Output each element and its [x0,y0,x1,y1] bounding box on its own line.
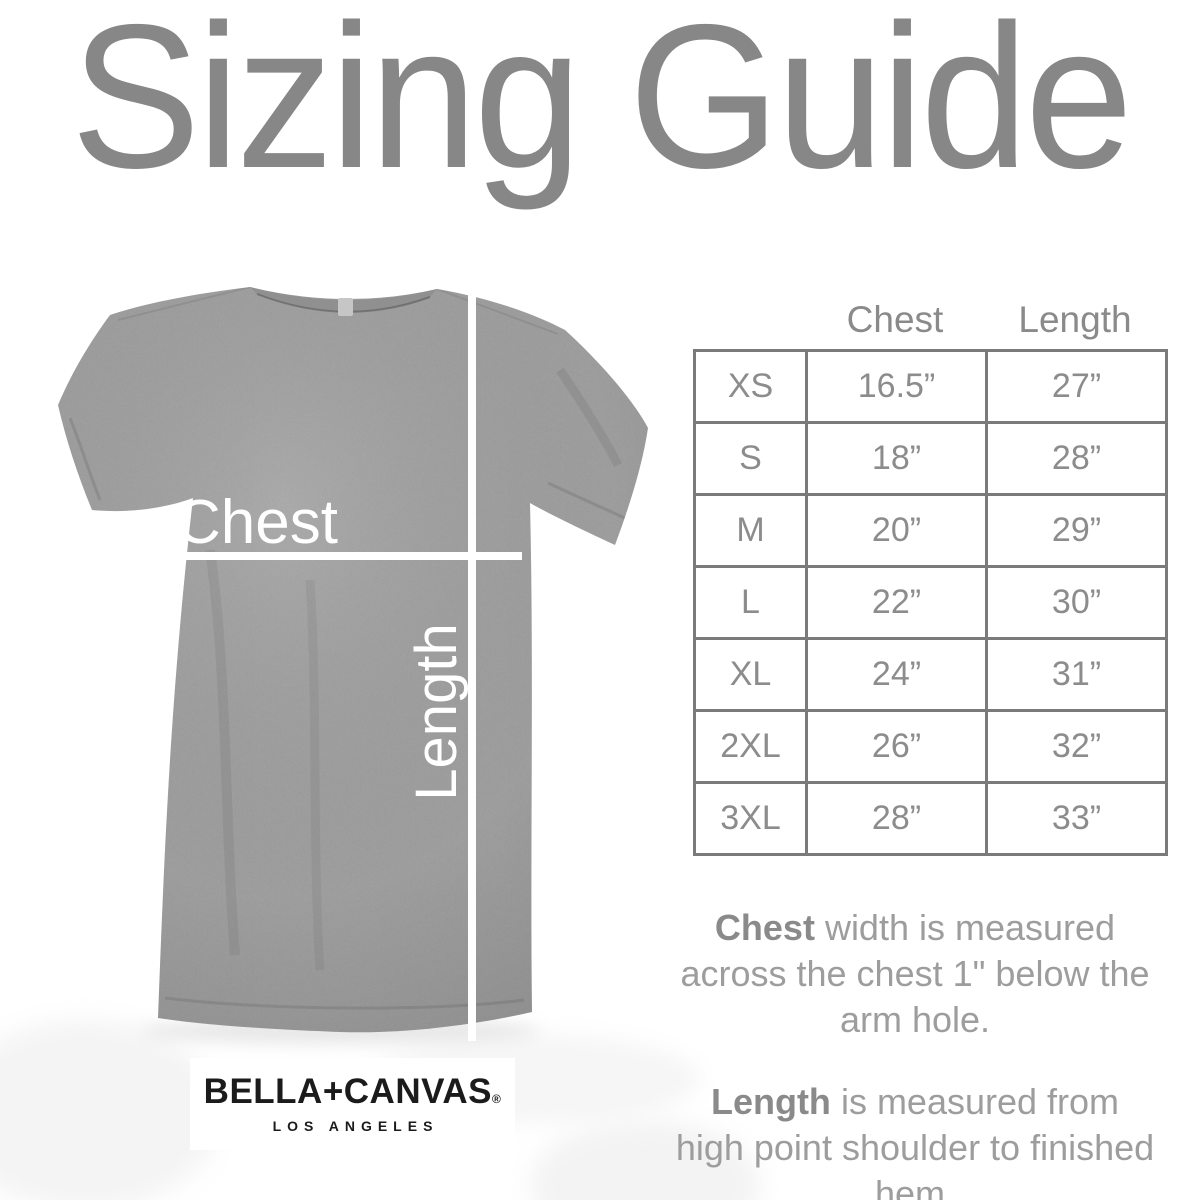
size-row: 2XL 26” 32” [693,709,1168,784]
brand-logo: BELLA+CANVAS® LOS ANGELES [190,1058,515,1150]
length-cell: 31” [985,637,1168,712]
size-row: L 22” 30” [693,565,1168,640]
tshirt-collar [250,287,437,312]
tshirt-illustration [58,287,648,1033]
size-table-body: XS 16.5” 27” S 18” 28” M 20” 29” L 22” 30” XL 24” 31” 2… [693,349,1168,856]
brand-city: LOS ANGELES [272,1118,439,1134]
length-note-text: is measured from high point shoulder to … [675,1081,1155,1200]
length-cell: 30” [985,565,1168,640]
size-cell: 3XL [693,781,808,856]
length-cell: 28” [985,421,1168,496]
brand-name: BELLA+CANVAS® [190,1072,515,1112]
chest-measure-line [162,552,522,560]
size-cell: 2XL [693,709,808,784]
length-note: Length is measured from high point shoul… [673,1079,1157,1200]
size-row: M 20” 29” [693,493,1168,568]
collar-tag [338,298,353,316]
chest-cell: 16.5” [805,349,988,424]
brand-name-text: BELLA+CANVAS [203,1072,492,1111]
length-cell: 32” [985,709,1168,784]
chest-measure-label: Chest [176,488,338,557]
size-cell: L [693,565,808,640]
chest-cell: 28” [805,781,988,856]
page-title: Sizing Guide [70,0,1133,211]
chest-cell: 22” [805,565,988,640]
size-cell: XL [693,637,808,712]
size-cell: M [693,493,808,568]
length-cell: 29” [985,493,1168,568]
chest-cell: 18” [805,421,988,496]
size-cell: S [693,421,808,496]
chest-cell: 26” [805,709,988,784]
length-note-lead: Length [710,1081,831,1122]
size-table: XS 16.5” 27” S 18” 28” M 20” 29” L 22” 30” XL 24” 31” 2… [693,349,1168,856]
registered-mark: ® [491,1092,502,1106]
photo-background-shade [0,1020,220,1200]
length-column-header: Length [1018,299,1132,340]
length-cell: 27” [985,349,1168,424]
tshirt-photo: Chest Length [0,250,680,1060]
size-row: XS 16.5” 27” [693,349,1168,424]
size-row: 3XL 28” 33” [693,781,1168,856]
measurement-notes: Chest width is measured across the chest… [673,905,1157,1200]
length-cell: 33” [985,781,1168,856]
chest-note-text: width is measured across the chest 1" be… [680,907,1150,1040]
length-measure-label: Length [404,623,469,801]
chest-column-header: Chest [846,299,944,340]
chest-cell: 24” [805,637,988,712]
size-row: S 18” 28” [693,421,1168,496]
size-column-spacer [693,299,805,341]
chest-note: Chest width is measured across the chest… [673,905,1157,1043]
length-measure-line [468,285,476,1041]
chest-note-lead: Chest [714,907,815,948]
size-table-headers: Chest Length [693,299,1165,341]
chest-cell: 20” [805,493,988,568]
size-row: XL 24” 31” [693,637,1168,712]
size-cell: XS [693,349,808,424]
